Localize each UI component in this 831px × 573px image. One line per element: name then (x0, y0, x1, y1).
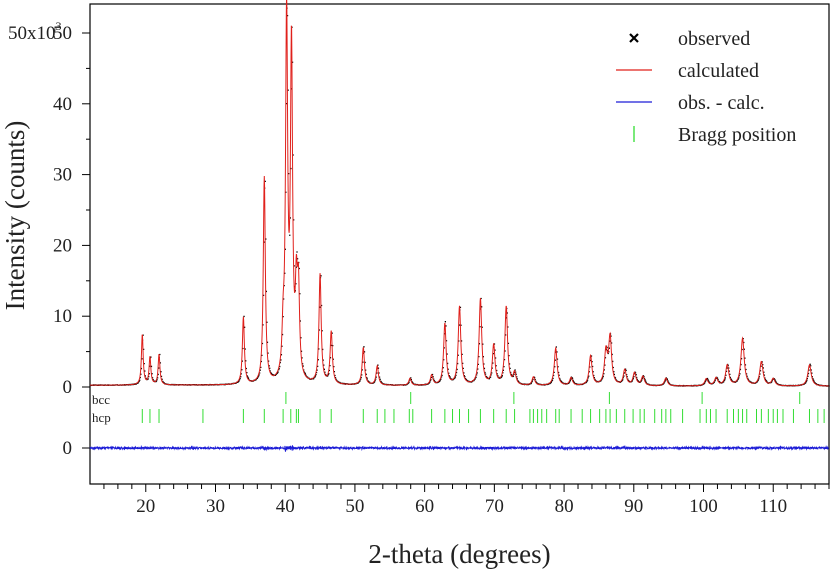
y-tick-label: 0 (63, 377, 73, 398)
bragg-bcc-label: bcc (92, 392, 110, 407)
y-tick-label: 10 (53, 306, 72, 327)
x-tick-label: 20 (136, 496, 155, 517)
legend-label: calculated (678, 60, 759, 82)
x-tick-label: 50 (345, 496, 364, 517)
pattern-curves (89, 0, 830, 452)
y-multiplier-label: 50x103 (8, 19, 62, 44)
y-tick-label: 40 (53, 94, 72, 115)
legend-observed-marker (629, 33, 639, 43)
legend-item: calculated (616, 60, 759, 82)
diff-tick-label: 0 (63, 438, 73, 459)
bragg-positions: bcc hcp (92, 392, 825, 425)
legend-item: obs. - calc. (616, 92, 765, 114)
y-multiplier-exponent: 3 (56, 19, 62, 33)
y-tick-label: 20 (53, 235, 72, 256)
x-tick-label: 70 (485, 496, 504, 517)
x-tick-label: 40 (276, 496, 295, 517)
x-axis-title: 2-theta (degrees) (368, 539, 550, 569)
y-axis-title: Intensity (counts) (0, 121, 30, 311)
legend-item: Bragg position (633, 124, 796, 146)
x-tick-label: 30 (206, 496, 225, 517)
legend-item: observed (629, 28, 750, 50)
legend-label: obs. - calc. (678, 92, 765, 114)
bragg-hcp-label: hcp (92, 410, 111, 425)
legend: observed calculated obs. - calc. Bragg posi… (616, 28, 796, 146)
y-tick-label: 50 (53, 23, 72, 44)
calculated-series (90, 0, 829, 387)
axes: 10 20 30 40 50 0 0 50x103 20 30 40 50 60 70 80 90 100 110… (0, 19, 830, 569)
x-tick-label: 80 (555, 496, 574, 517)
x-tick-label: 100 (689, 496, 718, 517)
plot-border (89, 3, 830, 485)
plot-frame (89, 3, 830, 485)
x-tick-label: 60 (415, 496, 434, 517)
x-tick-label: 110 (759, 496, 787, 517)
legend-label: Bragg position (678, 124, 796, 146)
difference-series (89, 444, 830, 452)
legend-label: observed (678, 28, 750, 50)
x-tick-label: 90 (624, 496, 643, 517)
y-tick-label: 30 (53, 165, 72, 186)
